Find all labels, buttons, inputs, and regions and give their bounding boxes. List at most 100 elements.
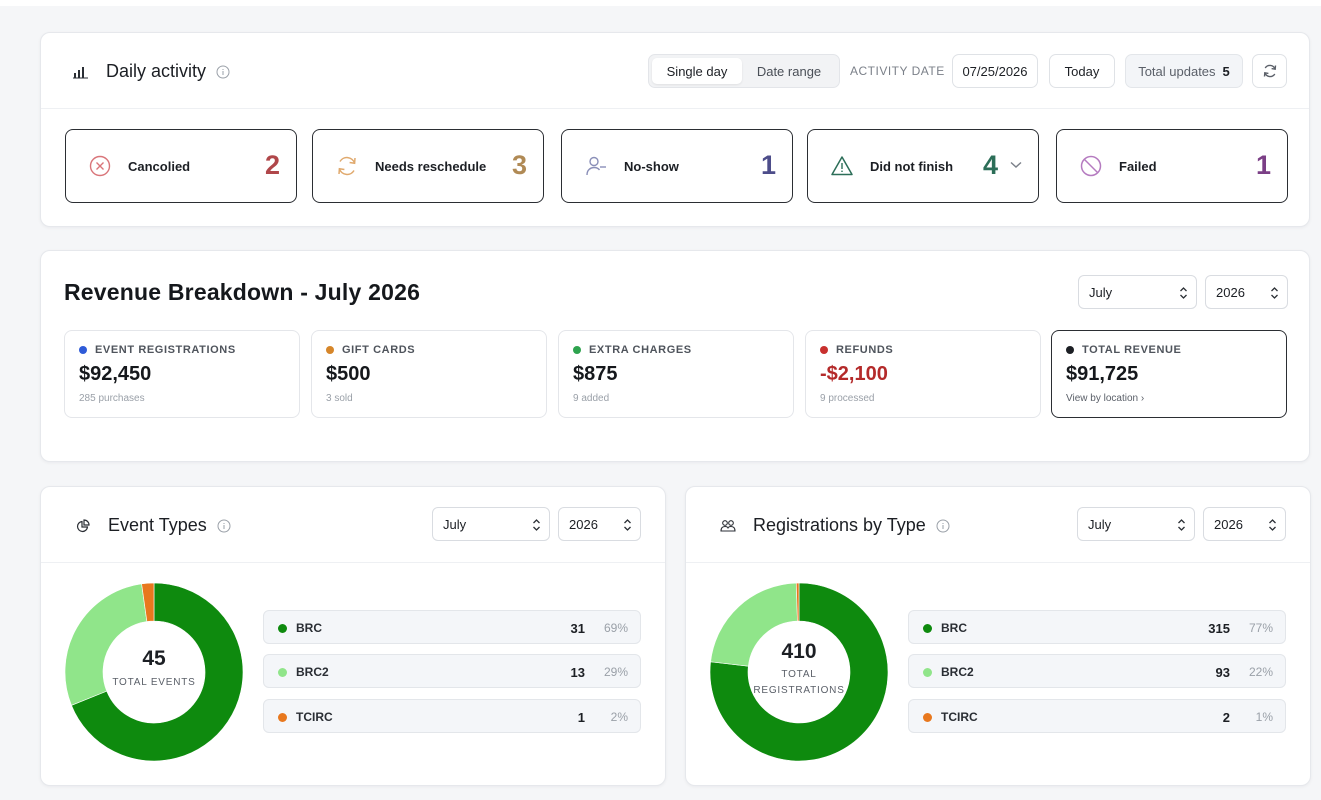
- revenue-card-label: EXTRA CHARGES: [573, 344, 692, 356]
- stat-value: 1: [1255, 150, 1271, 180]
- donut-slice-tcirc[interactable]: [141, 582, 155, 622]
- ban-icon: [1079, 154, 1103, 178]
- stat-card-failed[interactable]: Failed 1: [1056, 129, 1288, 203]
- dot-icon: [326, 346, 334, 354]
- event-types-title: Event Types: [108, 515, 207, 535]
- revenue-card-value: $91,725: [1066, 363, 1139, 385]
- revenue-card-label-text: TOTAL REVENUE: [1082, 344, 1182, 356]
- dot-icon: [79, 346, 87, 354]
- revenue-month-select[interactable]: July: [1078, 275, 1197, 309]
- legend-value: 2: [1222, 710, 1230, 725]
- donut-center-label-1: TOTAL: [781, 669, 816, 680]
- legend-percent: 77%: [1248, 621, 1273, 635]
- legend-row[interactable]: BRC2 93 22%: [908, 654, 1286, 688]
- legend-name: TCIRC: [941, 710, 978, 724]
- legend-dot: [923, 713, 932, 722]
- x-circle-icon: [88, 154, 112, 178]
- legend-value: 13: [570, 665, 585, 680]
- chevron-down-icon[interactable]: [1010, 161, 1022, 169]
- registrations-by-type-card: Registrations by Type July 2026 410 TOTA…: [685, 486, 1311, 786]
- revenue-title: Revenue Breakdown - July 2026: [64, 279, 421, 305]
- refresh-button[interactable]: [1252, 54, 1287, 88]
- chevron-updown-icon: [1177, 518, 1186, 532]
- stat-label: Needs reschedule: [375, 159, 487, 174]
- revenue-card-label: GIFT CARDS: [326, 344, 415, 356]
- legend-dot: [278, 713, 287, 722]
- legend-percent: 69%: [603, 621, 628, 635]
- legend-value: 31: [570, 621, 585, 636]
- legend-row[interactable]: BRC 315 77%: [908, 610, 1286, 644]
- stat-value: 3: [511, 150, 527, 180]
- view-by-location-link[interactable]: View by location ›: [1066, 393, 1145, 404]
- dot-icon: [1066, 346, 1074, 354]
- select-value: 2026: [569, 516, 598, 532]
- revenue-card-total[interactable]: TOTAL REVENUE $91,725 View by location ›: [1051, 330, 1287, 418]
- info-icon[interactable]: [217, 519, 231, 533]
- stat-card-needs-reschedule[interactable]: Needs reschedule 3: [312, 129, 544, 203]
- legend-percent: 22%: [1248, 665, 1273, 679]
- user-minus-icon: [584, 154, 608, 178]
- revenue-card-extra-charges[interactable]: EXTRA CHARGES $875 9 added: [558, 330, 794, 418]
- stat-value: 2: [264, 150, 280, 180]
- donut-slice-brc[interactable]: [709, 582, 889, 762]
- revenue-card-label: REFUNDS: [820, 344, 893, 356]
- legend-value: 93: [1215, 665, 1230, 680]
- legend-row[interactable]: BRC2 13 29%: [263, 654, 641, 688]
- registrations-donut-chart: 410 TOTAL REGISTRATIONS: [709, 582, 889, 762]
- legend-value: 1: [577, 710, 585, 725]
- event-types-header: Event Types July 2026: [41, 487, 665, 563]
- chevron-updown-icon: [1270, 286, 1279, 300]
- stat-card-did-not-finish[interactable]: Did not finish 4: [807, 129, 1039, 203]
- chevron-updown-icon: [1268, 518, 1277, 532]
- event-types-card: Event Types July 2026 45 TOTAL EVENTS BR…: [40, 486, 666, 786]
- revenue-card-label-text: EVENT REGISTRATIONS: [95, 344, 236, 356]
- legend-percent: 29%: [603, 665, 628, 679]
- legend-name: TCIRC: [296, 710, 333, 724]
- registrations-header: Registrations by Type July 2026: [686, 487, 1310, 563]
- revenue-card-label: EVENT REGISTRATIONS: [79, 344, 236, 356]
- legend-name: BRC2: [296, 665, 329, 679]
- stat-label: Failed: [1119, 159, 1157, 174]
- registrations-year-select[interactable]: 2026: [1203, 507, 1286, 541]
- chevron-updown-icon: [532, 518, 541, 532]
- info-icon[interactable]: [936, 519, 950, 533]
- legend-name: BRC: [296, 621, 322, 635]
- legend-value: 315: [1208, 621, 1230, 636]
- total-updates-label: Total updates: [1138, 63, 1216, 79]
- event-types-month-select[interactable]: July: [432, 507, 550, 541]
- select-value: 2026: [1216, 284, 1245, 300]
- stat-card-no-show[interactable]: No-show 1: [561, 129, 793, 203]
- registrations-month-select[interactable]: July: [1077, 507, 1195, 541]
- warning-icon: [830, 154, 854, 178]
- single-day-option[interactable]: Single day: [652, 58, 742, 84]
- today-button[interactable]: Today: [1049, 54, 1115, 88]
- legend-row[interactable]: TCIRC 2 1%: [908, 699, 1286, 733]
- registrations-title: Registrations by Type: [753, 515, 926, 535]
- revenue-card-gift-cards[interactable]: GIFT CARDS $500 3 sold: [311, 330, 547, 418]
- revenue-card-value: $92,450: [79, 363, 152, 385]
- pie-chart-icon: [74, 517, 92, 535]
- revenue-card-refunds[interactable]: REFUNDS -$2,100 9 processed: [805, 330, 1041, 418]
- total-updates-badge[interactable]: Total updates 5: [1125, 54, 1243, 88]
- legend-dot: [923, 624, 932, 633]
- donut-slice-brc[interactable]: [71, 582, 244, 762]
- legend-dot: [923, 668, 932, 677]
- legend-row[interactable]: BRC 31 69%: [263, 610, 641, 644]
- refresh-icon: [1262, 63, 1278, 79]
- select-value: July: [1089, 284, 1113, 300]
- revenue-card-label-text: EXTRA CHARGES: [589, 344, 692, 356]
- info-icon[interactable]: [216, 65, 230, 79]
- event-types-year-select[interactable]: 2026: [558, 507, 641, 541]
- legend-row[interactable]: TCIRC 1 2%: [263, 699, 641, 733]
- donut-slice-tcirc[interactable]: [795, 582, 800, 622]
- stat-card-cancelled[interactable]: Cancolied 2: [65, 129, 297, 203]
- revenue-card-sub: 285 purchases: [79, 393, 145, 404]
- bar-chart-icon: [72, 63, 90, 81]
- donut-slice-brc2[interactable]: [64, 583, 148, 706]
- date-range-option[interactable]: Date range: [756, 63, 822, 79]
- activity-date-input[interactable]: 07/25/2026: [952, 54, 1038, 88]
- stat-label: Did not finish: [870, 159, 954, 174]
- revenue-card-sub: 3 sold: [326, 393, 353, 404]
- revenue-card-event-registrations[interactable]: EVENT REGISTRATIONS $92,450 285 purchase…: [64, 330, 300, 418]
- revenue-year-select[interactable]: 2026: [1205, 275, 1288, 309]
